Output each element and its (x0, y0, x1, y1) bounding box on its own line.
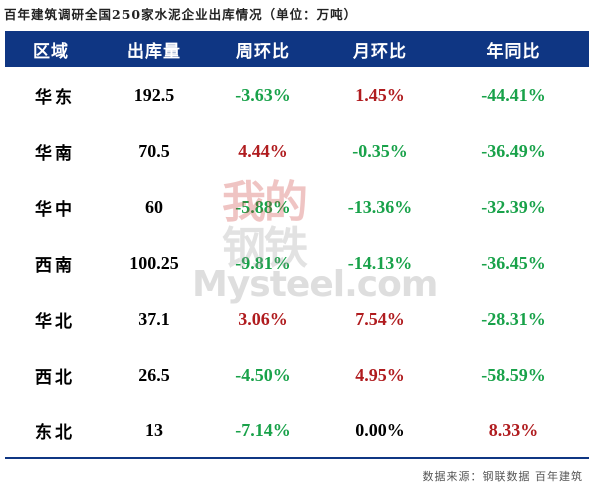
wow-cell: -7.14% (204, 403, 322, 459)
mom-cell: 1.45% (355, 84, 405, 105)
region-cell: 华东 (35, 87, 75, 108)
page-title: 百年建筑调研全国250家水泥企业出库情况（单位：万吨） (4, 7, 358, 22)
table-row: 西北 26.5 -4.50% 4.95% -58.59% (5, 347, 589, 403)
header-yoy: 年同比 (438, 31, 589, 67)
volume-cell: 70.5 (138, 140, 170, 161)
volume-cell: 60 (145, 196, 163, 217)
table-row: 华北 37.1 3.06% 7.54% -28.31% (5, 291, 589, 347)
table-header-row: 区域 出库量 周环比 月环比 年同比 (5, 31, 589, 67)
volume-cell: 26.5 (138, 364, 170, 385)
region-cell: 华中 (35, 199, 75, 220)
cement-shipment-table: 区域 出库量 周环比 月环比 年同比 华东 192.5 -3.63% 1.45%… (5, 31, 589, 459)
volume-cell: 100.25 (129, 252, 179, 273)
yoy-cell: -32.39% (481, 196, 546, 217)
volume-cell: 37.1 (138, 308, 170, 329)
yoy-cell: -36.49% (481, 140, 546, 161)
volume-cell: 13 (104, 403, 204, 459)
header-mom: 月环比 (322, 31, 438, 67)
header-region: 区域 (5, 31, 104, 67)
region-cell: 西北 (35, 367, 75, 388)
region-cell: 华北 (35, 311, 75, 332)
yoy-cell: -28.31% (481, 308, 546, 329)
mom-cell: -0.35% (352, 140, 408, 161)
volume-cell: 192.5 (133, 84, 175, 105)
wow-cell: -9.81% (235, 252, 291, 273)
mom-cell: 4.95% (355, 364, 405, 385)
wow-cell: -4.50% (235, 364, 291, 385)
wow-cell: -3.63% (235, 84, 291, 105)
table-row: 东北 13 -7.14% 0.00% 8.33% (5, 403, 589, 459)
data-source-note: 数据来源：钢联数据 百年建筑 (422, 470, 583, 483)
table-row: 华中 60 -5.88% -13.36% -32.39% (5, 179, 589, 235)
table-row: 西南 100.25 -9.81% -14.13% -36.45% (5, 235, 589, 291)
mom-cell: 0.00% (322, 403, 438, 459)
wow-cell: -5.88% (235, 196, 291, 217)
yoy-cell: -36.45% (481, 252, 546, 273)
mom-cell: -13.36% (347, 196, 413, 217)
yoy-cell: 8.33% (438, 403, 589, 459)
header-volume: 出库量 (104, 31, 204, 67)
region-cell: 东北 (5, 403, 104, 459)
header-wow: 周环比 (204, 31, 322, 67)
table-row: 华东 192.5 -3.63% 1.45% -44.41% (5, 67, 589, 123)
yoy-cell: -44.41% (481, 84, 546, 105)
region-cell: 华南 (35, 143, 75, 164)
mom-cell: 7.54% (355, 308, 405, 329)
wow-cell: 3.06% (238, 308, 288, 329)
yoy-cell: -58.59% (481, 364, 546, 385)
wow-cell: 4.44% (238, 140, 288, 161)
mom-cell: -14.13% (347, 252, 413, 273)
region-cell: 西南 (35, 255, 75, 276)
table-row: 华南 70.5 4.44% -0.35% -36.49% (5, 123, 589, 179)
